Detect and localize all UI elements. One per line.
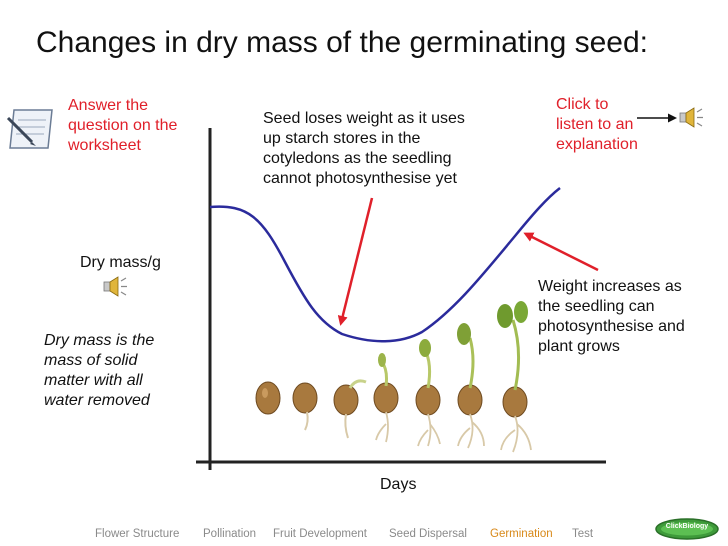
loss-arrow bbox=[337, 197, 374, 326]
slide-title: Changes in dry mass of the germinating s… bbox=[36, 26, 648, 59]
gain-line-3: photosynthesise and bbox=[538, 318, 685, 335]
nav-test[interactable]: Test bbox=[572, 528, 594, 540]
gain-line-4: plant grows bbox=[538, 338, 620, 355]
y-axis-label: Dry mass/g bbox=[80, 254, 161, 271]
seedling-image bbox=[415, 339, 441, 447]
seedling-image bbox=[333, 379, 367, 439]
worksheet-line-2: question on the bbox=[68, 117, 178, 134]
loss-line-1: Seed loses weight as it uses bbox=[263, 110, 465, 127]
listen-line-1: Click to bbox=[556, 96, 609, 113]
gain-arrow bbox=[523, 232, 599, 272]
loss-annotation: Seed loses weight as it uses up starch s… bbox=[263, 109, 513, 189]
logo-badge bbox=[655, 518, 719, 540]
dry-mass-curve bbox=[209, 187, 561, 343]
listen-explanation-link[interactable]: Click to listen to an explanation bbox=[556, 95, 666, 155]
listen-line-3: explanation bbox=[556, 136, 638, 153]
listen-line-2: listen to an bbox=[556, 116, 634, 133]
clickbiology-logo[interactable]: ClickBiology bbox=[654, 517, 720, 541]
notepad-pencil-icon bbox=[6, 109, 53, 149]
worksheet-line-1: Answer the bbox=[68, 97, 149, 114]
speaker-icon bbox=[103, 276, 127, 297]
nav-fruit-development[interactable]: Fruit Development bbox=[273, 528, 367, 540]
gain-annotation: Weight increases as the seedling can pho… bbox=[538, 277, 728, 357]
x-axis-label: Days bbox=[380, 476, 417, 493]
dry-mass-definition: Dry mass is the mass of solid matter wit… bbox=[44, 331, 194, 411]
definition-line-3: matter with all bbox=[44, 372, 143, 389]
loss-line-2: up starch stores in the bbox=[263, 130, 421, 147]
loss-line-3: cotyledons as the seedling bbox=[263, 150, 452, 167]
nav-pollination[interactable]: Pollination bbox=[203, 528, 257, 540]
seedling-image bbox=[497, 301, 532, 453]
nav-germination[interactable]: Germination bbox=[490, 528, 553, 540]
nav-flower-structure[interactable]: Flower Structure bbox=[95, 528, 180, 540]
worksheet-instruction[interactable]: Answer the question on the worksheet bbox=[68, 96, 208, 156]
loss-line-4: cannot photosynthesise yet bbox=[263, 170, 457, 187]
speaker-icon bbox=[679, 107, 703, 128]
worksheet-line-3: worksheet bbox=[68, 137, 141, 154]
worksheet-icon[interactable] bbox=[4, 104, 60, 154]
seedling-image bbox=[373, 353, 399, 443]
definition-line-1: Dry mass is the bbox=[44, 332, 155, 349]
bottom-navigation: Flower Structure Pollination Fruit Devel… bbox=[0, 528, 728, 546]
seedling-image bbox=[292, 382, 318, 431]
seedling-image bbox=[457, 323, 485, 449]
definition-line-2: mass of solid bbox=[44, 352, 138, 369]
seedling-image bbox=[255, 381, 281, 415]
logo-text: ClickBiology bbox=[665, 523, 709, 530]
definition-line-4: water removed bbox=[44, 392, 150, 409]
gain-line-2: the seedling can bbox=[538, 298, 655, 315]
gain-line-1: Weight increases as bbox=[538, 278, 682, 295]
nav-seed-dispersal[interactable]: Seed Dispersal bbox=[389, 528, 467, 540]
